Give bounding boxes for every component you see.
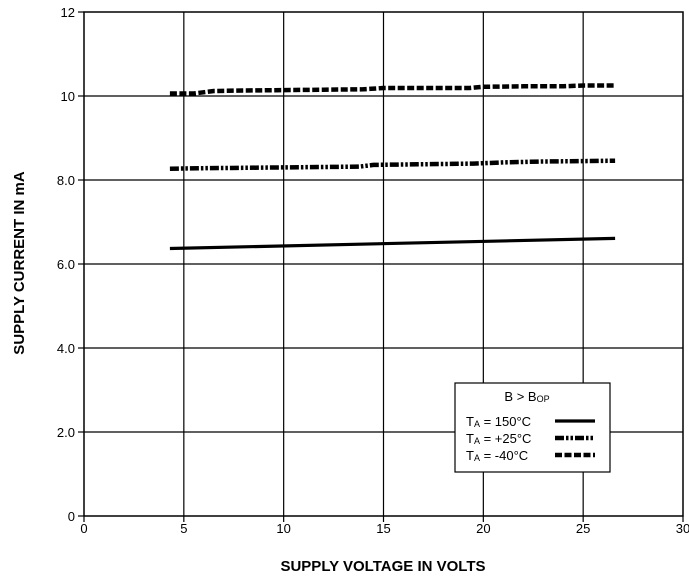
legend-label-2: TA = +25°C [466, 431, 531, 446]
legend: B > BOP TA = 150°C TA = +25°C TA = -40°C [454, 382, 611, 473]
y-tick-label: 10 [61, 89, 75, 104]
y-tick-label: 4.0 [57, 341, 75, 356]
x-tick-label: 25 [576, 521, 590, 536]
series-lines [169, 83, 616, 251]
legend-entries: TA = 150°C TA = +25°C TA = -40°C [466, 414, 595, 463]
y-tick-label: 12 [61, 5, 75, 20]
legend-label-3: TA = -40°C [466, 448, 528, 463]
x-tick-label: 20 [476, 521, 490, 536]
series-line-2 [169, 158, 616, 171]
y-tick-label: 2.0 [57, 425, 75, 440]
y-tick-label: 0 [68, 509, 75, 524]
series-line-1 [169, 236, 616, 251]
x-tick-label: 15 [376, 521, 390, 536]
x-tick-label: 30 [676, 521, 689, 536]
y-axis-title: SUPPLY CURRENT IN mA [11, 171, 28, 355]
x-axis-ticks: 0 5 10 15 20 25 30 [80, 516, 689, 536]
y-tick-label: 6.0 [57, 257, 75, 272]
series-line-3 [169, 83, 616, 96]
grid-lines [84, 12, 683, 516]
legend-title: B > BOP [504, 389, 549, 404]
y-axis-ticks: 0 2.0 4.0 6.0 8.0 10 12 [57, 5, 84, 524]
legend-label-1: TA = 150°C [466, 414, 531, 429]
y-tick-label: 8.0 [57, 173, 75, 188]
x-axis-title: SUPPLY VOLTAGE IN VOLTS [280, 558, 485, 575]
x-tick-label: 5 [180, 521, 187, 536]
x-tick-label: 10 [276, 521, 290, 536]
x-tick-label: 0 [80, 521, 87, 536]
